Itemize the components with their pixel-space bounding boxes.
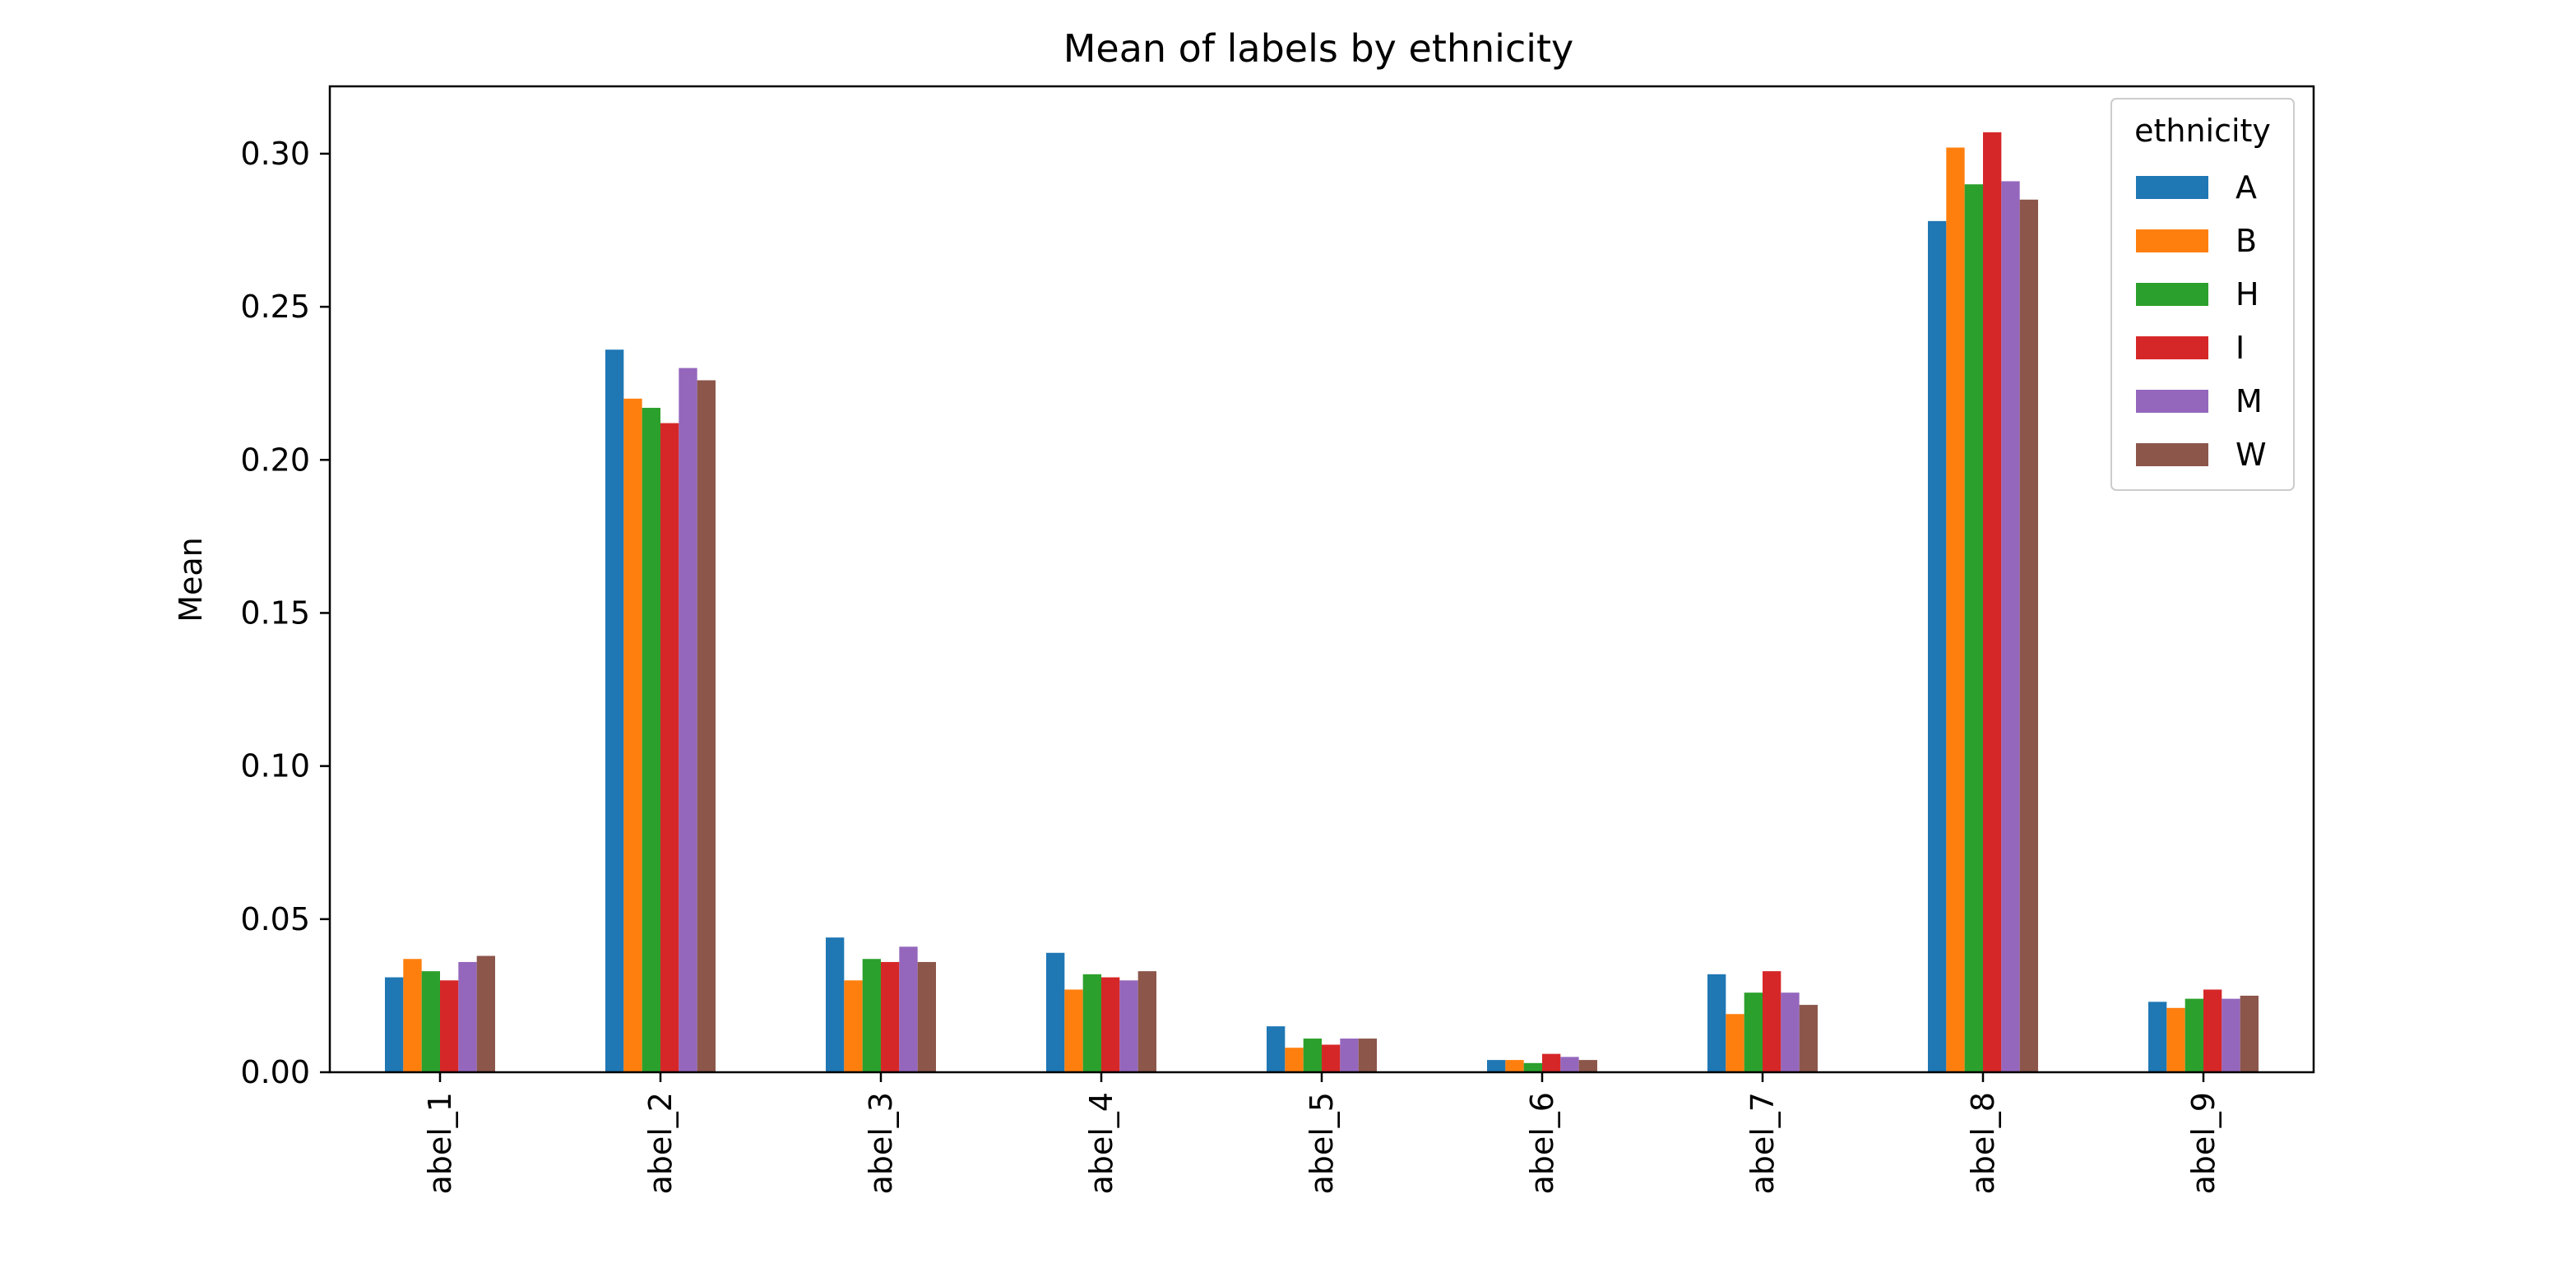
bar-label_7-A [1707,974,1726,1072]
x-tick-label: abel_6 [1524,1092,1560,1195]
x-tick-label: abel_9 [2185,1092,2222,1195]
x-tick-label: abel_7 [1744,1092,1781,1195]
x-tick-label: abel_4 [1083,1092,1119,1195]
bar-label_2-M [679,368,697,1072]
bar-label_4-I [1101,977,1120,1072]
bar-label_4-W [1137,971,1156,1072]
bar-label_2-W [697,380,716,1073]
bar-label_9-W [2240,995,2259,1072]
bar-label_5-H [1303,1039,1322,1072]
bar-label_1-I [440,980,459,1072]
bar-label_1-M [458,961,477,1072]
bar-label_4-H [1082,974,1101,1072]
bar-label_2-A [605,349,624,1073]
bar-label_6-W [1578,1060,1597,1072]
x-tick-label: abel_3 [863,1092,899,1195]
y-tick-label: 0.10 [240,748,310,784]
legend-label-W: W [2235,437,2267,473]
y-axis: 0.00 0.05 0.10 0.15 0.20 0.25 0.30 [240,136,330,1090]
bar-label_4-M [1119,980,1138,1072]
legend-swatch-W [2136,443,2208,466]
bar-label_3-A [826,937,845,1072]
y-tick-label: 0.05 [240,901,310,937]
bar-label_1-H [421,971,440,1072]
legend-label-A: A [2235,169,2257,206]
x-tick-label: abel_1 [422,1092,458,1195]
bar-label_7-I [1763,971,1781,1072]
legend-title: ethnicity [2134,113,2271,149]
y-tick-label: 0.15 [240,594,310,631]
bar-label_9-I [2203,989,2222,1072]
bar-label_9-M [2222,998,2240,1072]
bar-label_3-M [899,946,918,1072]
legend-swatch-I [2136,336,2208,359]
bar-label_7-B [1726,1014,1744,1072]
bar-label_7-M [1781,992,1800,1072]
x-tick-label: abel_5 [1304,1092,1340,1195]
bar-label_6-A [1487,1060,1506,1072]
legend-label-H: H [2235,276,2259,312]
bar-label_3-H [862,959,881,1072]
bar-label_3-B [844,980,863,1072]
bar-label_2-I [660,423,679,1072]
y-tick-label: 0.30 [240,136,310,172]
y-tick-label: 0.25 [240,289,310,325]
legend-swatch-B [2136,229,2208,252]
legend-label-M: M [2235,383,2263,419]
legend-swatch-H [2136,283,2208,306]
bar-label_6-I [1542,1053,1561,1072]
bar-label_9-A [2148,1002,2167,1072]
bar-label_9-B [2166,1007,2185,1072]
legend-swatch-A [2136,176,2208,199]
bar-label_8-W [2019,199,2038,1072]
bar-label_1-A [385,977,404,1072]
x-axis: abel_1 abel_2 abel_3 abel_4 abel_5 abel_6 abel… [422,1072,2222,1195]
bar-label_1-B [403,959,422,1072]
legend-label-B: B [2235,223,2257,259]
bar-label_5-A [1267,1026,1286,1072]
bar-label_6-B [1505,1060,1524,1072]
legend-label-I: I [2235,330,2245,366]
bar-label_8-H [1964,184,1983,1072]
bar-label_5-I [1322,1044,1341,1072]
bar-label_1-W [476,955,495,1072]
bar-label_5-B [1285,1048,1304,1072]
y-tick-label: 0.20 [240,442,310,478]
bar-label_8-B [1946,147,1965,1073]
legend-swatch-M [2136,390,2208,413]
y-axis-label: Mean [173,537,209,622]
bar-label_2-H [642,407,660,1073]
bar-label_3-W [917,961,936,1072]
bar-label_4-A [1046,952,1065,1072]
bar-label_6-H [1523,1062,1542,1072]
bar-label_5-M [1340,1039,1359,1072]
bar-label_7-W [1799,1005,1818,1072]
chart-title: Mean of labels by ethnicity [1063,26,1574,71]
bar-label_5-W [1358,1039,1377,1072]
bar-label_4-B [1064,989,1083,1072]
bar-label_8-A [1928,220,1947,1073]
bars-layer [385,132,2259,1073]
x-tick-label: abel_2 [642,1092,679,1195]
bar-label_8-I [1983,132,2002,1073]
x-tick-label: abel_8 [1965,1092,2001,1195]
bar-label_8-M [2001,181,2020,1073]
bar-label_3-I [881,961,900,1072]
bar-label_6-M [1560,1057,1579,1072]
bar-label_9-H [2185,998,2203,1072]
y-tick-label: 0.00 [240,1054,310,1090]
bar-label_7-H [1744,992,1763,1072]
bar-label_2-B [623,398,642,1072]
